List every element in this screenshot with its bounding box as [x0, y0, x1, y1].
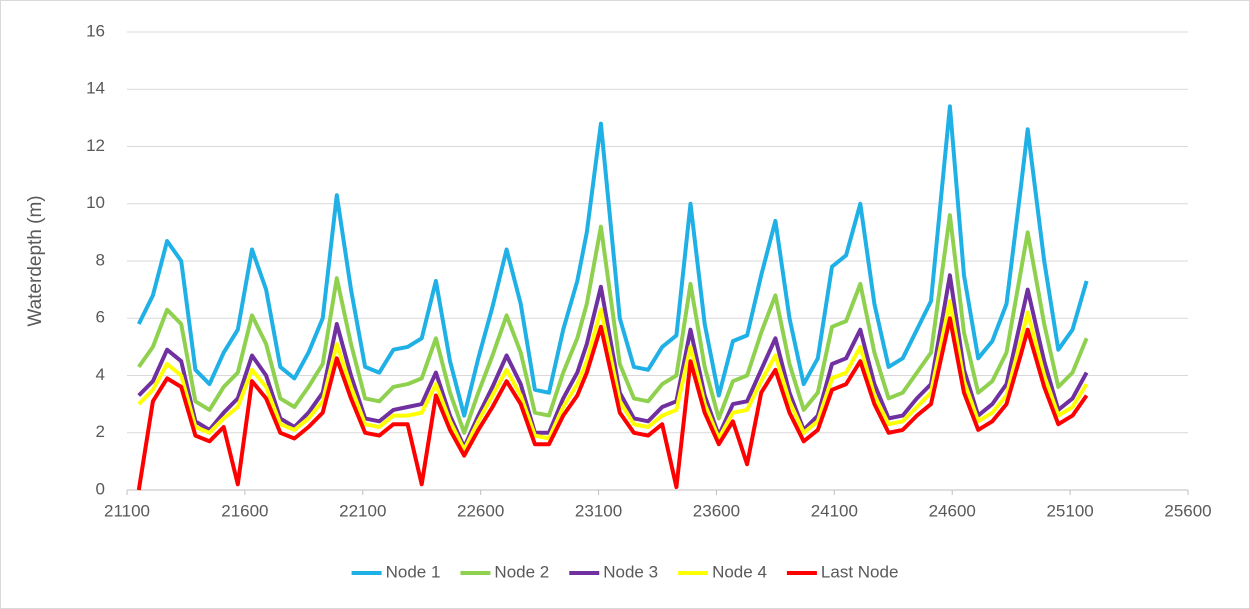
series-line	[137, 213, 1089, 435]
series-line	[136, 316, 1089, 491]
y-tick-label: 10	[86, 193, 105, 212]
y-tick-label: 4	[96, 365, 105, 384]
x-tick-label: 25600	[1164, 501, 1211, 520]
series-line	[137, 104, 1089, 418]
legend-label: Last Node	[821, 562, 899, 581]
x-tick-label: 24100	[811, 501, 858, 520]
series-line	[137, 299, 1089, 452]
legend-label: Node 4	[712, 562, 767, 581]
x-tick-label: 22600	[457, 501, 504, 520]
x-tick-label: 23600	[693, 501, 740, 520]
x-tick-label: 24600	[929, 501, 976, 520]
legend-label: Node 3	[603, 562, 658, 581]
y-axis-label: Waterdepth (m)	[25, 195, 46, 326]
y-tick-label: 0	[96, 479, 105, 498]
y-tick-label: 16	[86, 21, 105, 40]
x-tick-label: 23100	[575, 501, 622, 520]
x-tick-label: 22100	[339, 501, 386, 520]
y-tick-label: 2	[96, 422, 105, 441]
y-tick-label: 14	[86, 79, 105, 98]
y-tick-label: 6	[96, 308, 105, 327]
y-tick-label: 8	[96, 250, 105, 269]
x-tick-label: 21600	[221, 501, 268, 520]
y-tick-label: 12	[86, 136, 105, 155]
series-line	[137, 273, 1089, 450]
x-tick-label: 21100	[104, 501, 150, 520]
legend-label: Node 2	[494, 562, 549, 581]
legend-label: Node 1	[386, 562, 441, 581]
x-tick-label: 25100	[1046, 501, 1093, 520]
